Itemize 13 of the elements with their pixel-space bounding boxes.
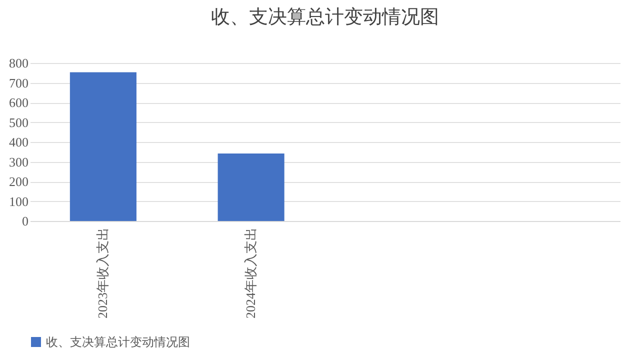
chart-title: 收、支决算总计变动情况图 [211, 6, 439, 28]
y-tick-label: 300 [9, 154, 28, 170]
y-tick-label: 400 [9, 134, 28, 150]
y-tick-label: 600 [9, 95, 28, 110]
y-tick-label: 700 [9, 75, 28, 90]
y-tick-label: 100 [9, 194, 28, 209]
y-tick-label: 500 [9, 114, 28, 130]
y-tick-label: 0 [22, 214, 28, 228]
x-tick-label: 2023年收入支出 [95, 228, 110, 318]
y-tick-label: 200 [9, 174, 28, 189]
x-tick-label: 2024年收入支出 [243, 228, 258, 318]
legend-label: 收、支决算总计变动情况图 [46, 335, 190, 349]
y-tick-label: 800 [9, 56, 28, 70]
